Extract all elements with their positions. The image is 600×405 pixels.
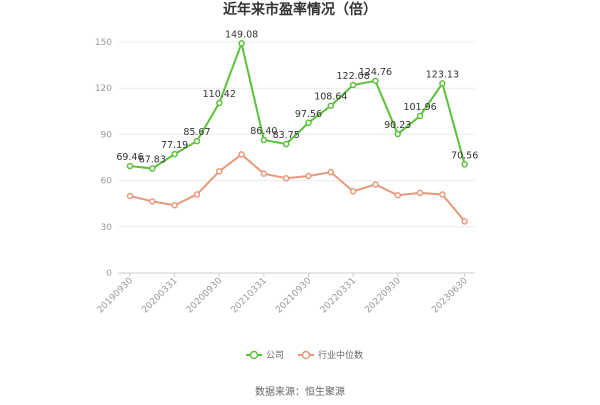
x-tick-label: 20210930 [274, 276, 314, 316]
y-tick-label: 60 [101, 177, 113, 187]
data-point [282, 175, 290, 182]
data-label: 86.40 [250, 126, 277, 137]
data-point [461, 161, 468, 168]
data-label: 97.56 [295, 109, 322, 120]
data-label: 77.19 [161, 140, 188, 151]
legend-label: 行业中位数 [318, 349, 363, 361]
data-point [260, 136, 268, 144]
y-tick-label: 120 [95, 84, 112, 94]
data-point [238, 151, 245, 158]
data-point [372, 181, 379, 188]
data-point [171, 201, 178, 209]
data-label: 110.42 [203, 89, 236, 100]
data-label: 101.96 [403, 102, 436, 113]
data-point [327, 168, 335, 176]
x-axis: 20190930 20200331 20200930 20210331 20210930… [96, 273, 470, 316]
data-point [216, 168, 223, 175]
data-label: 69.46 [116, 152, 143, 163]
data-label: 67.83 [139, 155, 166, 166]
y-tick-label: 0 [106, 269, 112, 279]
data-point [216, 99, 223, 107]
data-point [171, 150, 178, 158]
data-label: 90.23 [384, 120, 411, 131]
data-label: 123.13 [426, 69, 459, 80]
x-tick-label: 20230630 [430, 276, 470, 316]
legend-marker [301, 350, 311, 360]
source-note: 数据来源：恒生聚源 [255, 385, 345, 398]
y-tick-label: 90 [101, 130, 113, 140]
data-point [372, 77, 379, 85]
y-tick-label: 30 [101, 223, 113, 233]
y-tick-label: 150 [95, 38, 112, 48]
data-point [149, 198, 156, 205]
grid-lines [118, 41, 475, 274]
series-line-0 [129, 39, 466, 170]
data-label: 85.67 [183, 127, 210, 138]
data-label: 124.76 [359, 67, 392, 78]
x-tick-label: 20200930 [185, 276, 225, 316]
data-point [439, 80, 446, 87]
data-point [305, 172, 312, 180]
data-point [416, 112, 424, 120]
data-point [349, 188, 357, 195]
data-label: 70.56 [451, 150, 478, 161]
data-point [461, 218, 468, 225]
series-line-1 [129, 153, 466, 223]
data-point [260, 170, 268, 177]
data-point [349, 81, 357, 89]
data-point [394, 191, 401, 199]
data-point [126, 192, 134, 200]
data-point [394, 130, 401, 138]
legend-marker [249, 350, 259, 360]
data-point [126, 162, 134, 170]
data-point [238, 40, 245, 47]
data-label: 149.08 [225, 29, 258, 40]
data-label: 122.08 [337, 71, 370, 82]
data-point [193, 137, 201, 145]
data-point [416, 189, 424, 197]
data-point [305, 119, 312, 127]
y-axis: 0 30 60 90 120 150 [95, 38, 112, 279]
data-point [193, 191, 201, 198]
data-label: 108.64 [314, 92, 347, 103]
legend-label: 公司 [266, 350, 284, 361]
x-tick-label: 20210331 [230, 276, 269, 315]
x-tick-label: 20220331 [319, 276, 358, 315]
chart-title: 近年来市盈率情况（倍） [223, 1, 377, 18]
data-point [439, 191, 446, 198]
data-label: 83.75 [273, 130, 300, 141]
data-point [282, 140, 290, 148]
x-tick-label: 20220930 [363, 276, 403, 316]
x-tick-label: 20200331 [140, 276, 179, 315]
data-point [327, 102, 335, 109]
data-point [149, 165, 156, 172]
legend: 公司 行业中位数 [246, 349, 363, 361]
x-tick-label: 20190930 [96, 276, 136, 316]
